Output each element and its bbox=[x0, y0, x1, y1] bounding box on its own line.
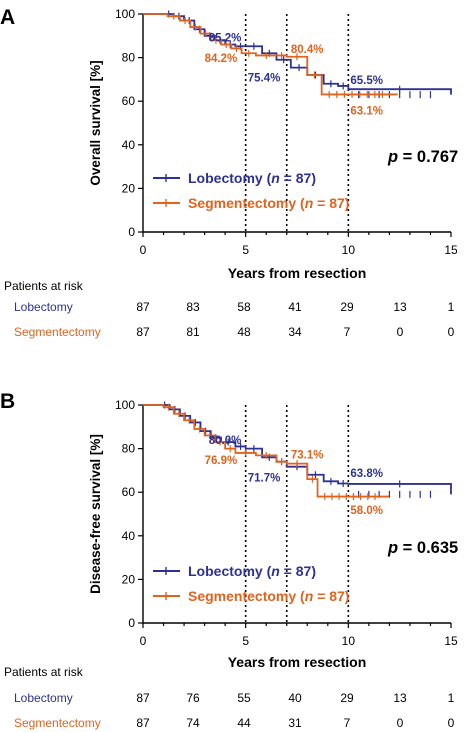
legend-label: Lobectomy (n = 87) bbox=[188, 170, 316, 186]
risk-table-title: Patients at risk bbox=[4, 279, 84, 293]
risk-cell: 29 bbox=[340, 300, 354, 314]
survival-annotation: 76.9% bbox=[205, 455, 238, 467]
survival-annotation: 63.8% bbox=[350, 468, 383, 480]
y-tick-label: 80 bbox=[122, 51, 136, 65]
x-tick-label: 5 bbox=[242, 243, 249, 257]
y-tick-label: 0 bbox=[128, 616, 135, 630]
legend: Lobectomy (n = 87) Segmentectomy (n = 87) bbox=[153, 563, 349, 604]
risk-cell: 0 bbox=[397, 325, 404, 339]
risk-row-label: Lobectomy bbox=[14, 691, 73, 705]
risk-cell: 87 bbox=[136, 325, 150, 339]
risk-cell: 55 bbox=[237, 691, 251, 705]
p-value: p = 0.767 bbox=[387, 148, 458, 166]
risk-cell: 7 bbox=[344, 716, 351, 730]
survival-annotation: 84.2% bbox=[205, 53, 238, 65]
risk-cell: 48 bbox=[237, 325, 251, 339]
survival-annotation: 71.7% bbox=[248, 472, 281, 484]
risk-cell: 34 bbox=[288, 325, 302, 339]
risk-cell: 44 bbox=[237, 716, 251, 730]
y-axis-label: Disease-free survival [%] bbox=[88, 434, 103, 594]
risk-row-label: Segmentectomy bbox=[14, 716, 101, 730]
y-tick-label: 40 bbox=[122, 138, 136, 152]
risk-cell: 87 bbox=[136, 300, 150, 314]
y-tick-label: 20 bbox=[122, 181, 136, 195]
risk-row-label: Segmentectomy bbox=[14, 325, 101, 339]
survival-annotation: 73.1% bbox=[291, 449, 324, 461]
risk-cell: 74 bbox=[186, 716, 200, 730]
legend-label: Segmentectomy (n = 87) bbox=[188, 588, 349, 604]
survival-annotation: 85.2% bbox=[209, 32, 242, 44]
y-tick-label: 100 bbox=[115, 398, 135, 412]
y-tick-label: 100 bbox=[115, 7, 135, 21]
survival-annotation: 58.0% bbox=[350, 505, 383, 517]
x-axis-label: Years from resection bbox=[228, 265, 367, 281]
risk-table: Patients at risk Lobectomy 87 83 58 41 29 13 1 Se… bbox=[4, 279, 455, 339]
risk-cell: 1 bbox=[448, 300, 455, 314]
risk-cell: 13 bbox=[393, 691, 407, 705]
risk-cell: 13 bbox=[393, 300, 407, 314]
series-line-segmentectomy bbox=[143, 13, 398, 96]
y-tick-label: 80 bbox=[122, 442, 136, 456]
y-tick-label: 20 bbox=[122, 572, 136, 586]
x-tick-label: 10 bbox=[342, 243, 356, 257]
legend: Lobectomy (n = 87) Segmentectomy (n = 87) bbox=[153, 170, 349, 211]
survival-annotation: 65.5% bbox=[350, 75, 383, 87]
risk-cell: 81 bbox=[186, 325, 200, 339]
x-tick-label: 15 bbox=[444, 634, 458, 648]
risk-cell: 40 bbox=[288, 691, 302, 705]
y-tick-label: 60 bbox=[122, 485, 136, 499]
x-tick-label: 0 bbox=[140, 243, 147, 257]
survival-annotation: 80.0% bbox=[209, 435, 242, 447]
legend-label: Segmentectomy (n = 87) bbox=[188, 195, 349, 211]
risk-cell: 58 bbox=[237, 300, 251, 314]
risk-cell: 0 bbox=[448, 716, 455, 730]
survival-annotation: 80.4% bbox=[291, 44, 324, 56]
risk-cell: 87 bbox=[136, 691, 150, 705]
y-tick-label: 40 bbox=[122, 529, 136, 543]
y-tick-label: 60 bbox=[122, 94, 136, 108]
y-axis-label: Overall survival [%] bbox=[88, 60, 103, 185]
risk-cell: 1 bbox=[448, 691, 455, 705]
risk-cell: 7 bbox=[344, 325, 351, 339]
x-tick-label: 0 bbox=[140, 634, 147, 648]
panel-label: B bbox=[0, 390, 15, 413]
risk-table-title: Patients at risk bbox=[4, 665, 84, 679]
x-tick-label: 10 bbox=[342, 634, 356, 648]
risk-cell: 31 bbox=[288, 716, 302, 730]
x-tick-label: 5 bbox=[242, 634, 249, 648]
survival-annotation: 63.1% bbox=[350, 105, 383, 117]
risk-cell: 0 bbox=[397, 716, 404, 730]
risk-cell: 87 bbox=[136, 716, 150, 730]
x-tick-label: 15 bbox=[444, 243, 458, 257]
panel-label: A bbox=[0, 6, 15, 29]
risk-cell: 83 bbox=[186, 300, 200, 314]
risk-row-label: Lobectomy bbox=[14, 300, 73, 314]
risk-cell: 76 bbox=[186, 691, 200, 705]
p-value: p = 0.635 bbox=[387, 539, 458, 557]
risk-cell: 41 bbox=[288, 300, 302, 314]
risk-cell: 29 bbox=[340, 691, 354, 705]
survival-annotation: 75.4% bbox=[248, 73, 281, 85]
x-axis-label: Years from resection bbox=[228, 654, 367, 670]
y-tick-label: 0 bbox=[128, 225, 135, 239]
legend-label: Lobectomy (n = 87) bbox=[188, 563, 316, 579]
risk-cell: 0 bbox=[448, 325, 455, 339]
